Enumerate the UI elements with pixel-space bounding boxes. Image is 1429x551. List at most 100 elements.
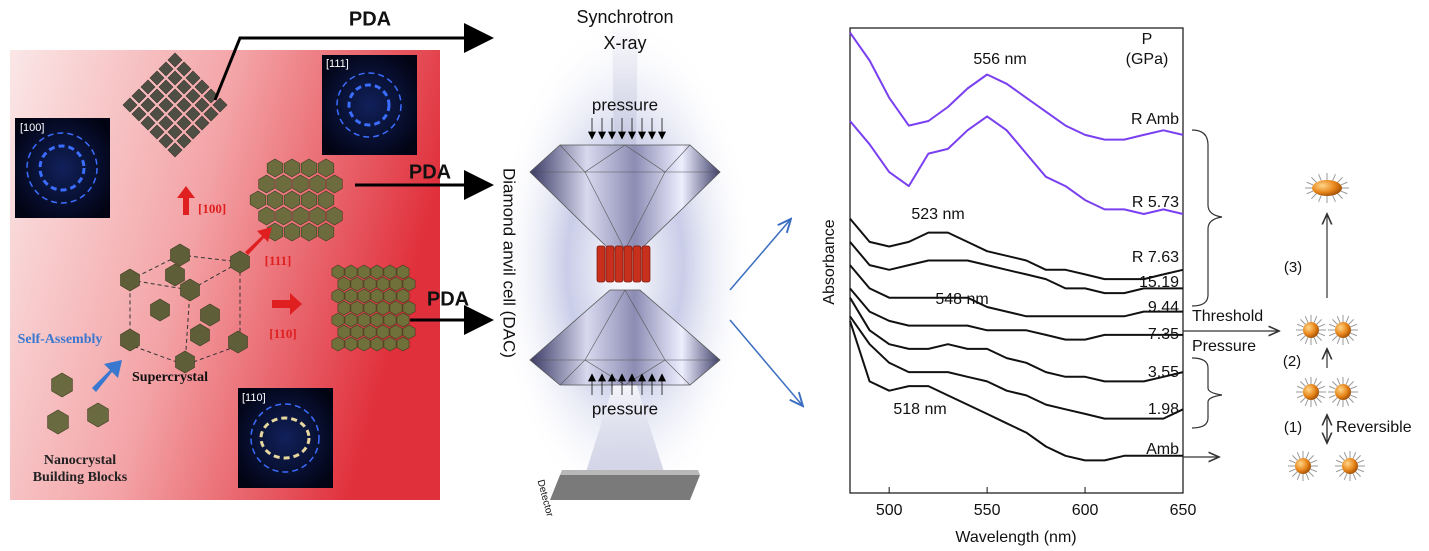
inset-label: [100] [20,122,44,134]
ligand [1329,395,1335,398]
ligand [1349,319,1354,324]
ligand [1336,469,1342,472]
ligand [1314,337,1317,343]
series-label: 1.98 [1148,401,1179,418]
series-label: R 5.73 [1132,194,1179,211]
ligand [1337,316,1340,322]
pressure-label: pressure [592,95,658,114]
ligand [1319,174,1322,180]
ligand [1311,194,1316,199]
nanoparticle [1342,458,1358,474]
ligand [1341,191,1347,194]
ligand [1314,378,1317,384]
ligand [1300,319,1305,324]
self-assembly-label: Self-Assembly [18,332,103,347]
peak-annotation: 556 nm [973,51,1026,68]
ligand [1329,386,1335,389]
ligand [1329,324,1335,327]
legend-title: P (GPa) [1122,30,1172,70]
ligand [1311,177,1316,182]
pda-label: PDA [349,8,391,30]
building-blocks-box: Nanocrystal Building Blocks [20,452,140,496]
ligand [1356,472,1361,477]
ligand [1317,398,1322,403]
ligand [1297,395,1303,398]
ligand [1346,399,1349,405]
ligand [1349,398,1354,403]
sample-rod [642,246,650,282]
spectra-chart: Wavelength (nm) Absorbance P (GPa) 500 55… [821,28,1196,546]
ligand [1297,386,1303,389]
ligand [1314,399,1317,405]
ligand [1332,336,1337,341]
pda-label: PDA [409,161,451,183]
x-tick-label: 650 [1170,502,1197,519]
ligand [1307,191,1313,194]
ligand [1305,378,1308,384]
sample-rod [633,246,641,282]
series-label: 3.55 [1148,364,1179,381]
step-label: (1) [1284,419,1302,436]
ligand [1307,182,1313,185]
ligand [1337,378,1340,384]
inset-label: [110] [242,392,266,404]
ligand [1289,460,1295,463]
pressure-label: pressure [592,399,658,418]
nanoparticle [1295,458,1311,474]
middle-panel: Synchrotron X-ray pressure pressure Diam… [495,7,802,519]
sample-rod [606,246,614,282]
nanoparticle [1335,384,1351,400]
source-label: X-ray [603,33,646,53]
brace [1192,130,1222,306]
ligand [1344,473,1347,479]
ligand [1344,452,1347,458]
x-tick-label: 600 [1072,502,1099,519]
ligand [1332,319,1337,324]
ligand [1306,473,1309,479]
ligand [1297,452,1300,458]
ligand [1305,399,1308,405]
direction-label: [111] [265,253,292,268]
ligand [1297,473,1300,479]
ligand [1332,381,1337,386]
ligand [1292,472,1297,477]
ligand [1329,333,1335,336]
peak-annotation: 523 nm [911,206,964,223]
ligand [1305,337,1308,343]
ligand [1338,194,1343,199]
direction-label: [100] [198,201,226,216]
ligand [1332,398,1337,403]
ligand [1353,452,1356,458]
detector-plate [550,475,700,500]
series-label: R Amb [1131,111,1179,128]
ligand [1357,469,1363,472]
ligand [1305,316,1308,322]
x-axis-label: Wavelength (nm) [955,529,1076,546]
ligand [1339,455,1344,460]
series-label: Amb [1146,441,1179,458]
ligand [1350,395,1356,398]
spectrum-line [850,321,1183,461]
ligand [1353,473,1356,479]
ligand [1338,177,1343,182]
ligand [1350,386,1356,389]
ligand [1300,381,1305,386]
pda-label: PDA [427,288,469,310]
step-label: (3) [1284,259,1302,276]
series-label: 7.35 [1148,326,1179,343]
ligand [1309,472,1314,477]
ligand [1297,324,1303,327]
ligand [1341,182,1347,185]
y-axis-label: Absorbance [821,219,838,304]
ligand [1289,469,1295,472]
ligand [1314,316,1317,322]
direction-label: [110] [269,326,296,341]
ligand [1317,381,1322,386]
figure: PDA PDA PDA [100] [111] [110] [100] [111… [0,0,1429,551]
ligand [1300,398,1305,403]
series-label: R 7.63 [1132,249,1179,266]
ligand [1346,316,1349,322]
ligand [1318,333,1324,336]
x-tick-label: 500 [876,502,903,519]
ligand [1310,460,1316,463]
